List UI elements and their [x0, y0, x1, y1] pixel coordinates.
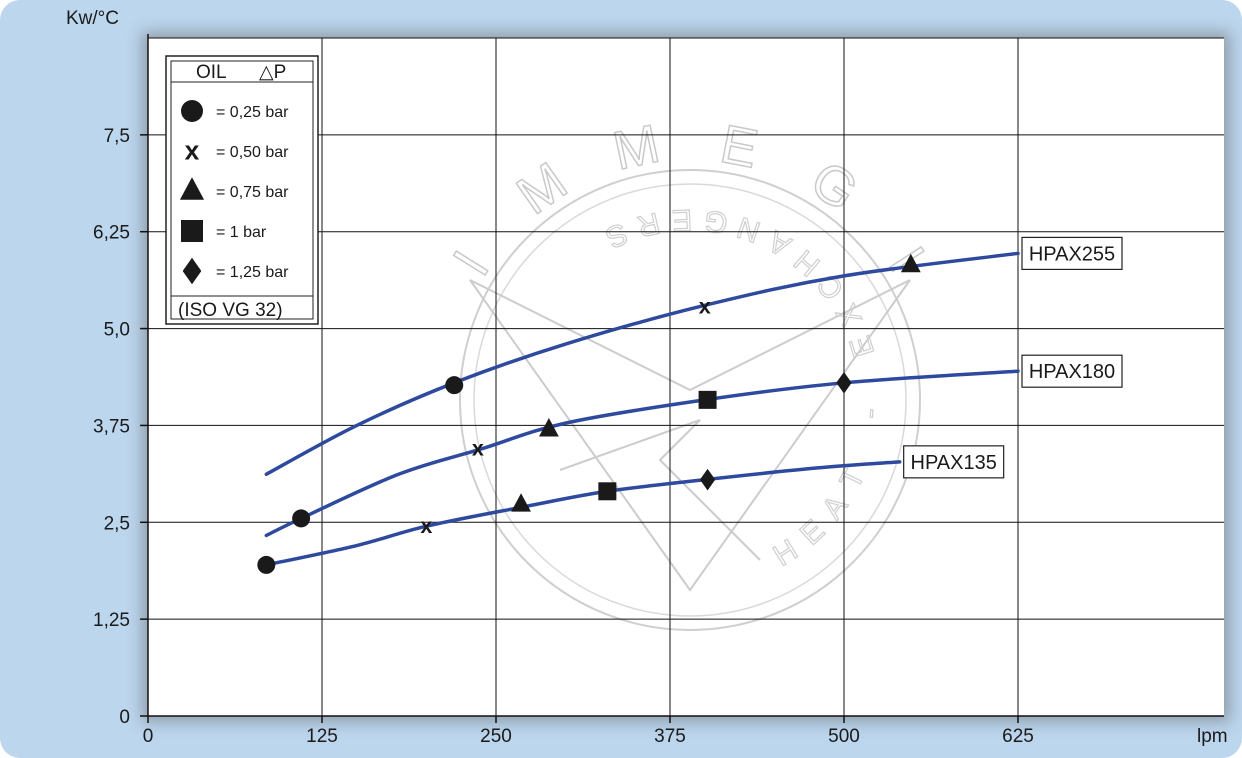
watermark-subtitle-letter: H	[768, 533, 804, 572]
series-label-box-hpax180	[1021, 354, 1123, 388]
data-point-hpax255-triangle	[900, 253, 921, 273]
x-tick-label: 625	[1002, 726, 1034, 747]
series-label-hpax255: HPAX255	[1029, 243, 1115, 265]
legend-entries: = 0,25 bar x = 0,50 bar = 0,75 bar = 1 bar = …	[179, 100, 289, 285]
watermark-subtitle-letter: N	[733, 210, 764, 248]
watermark-subtitle-letter: C	[811, 268, 850, 306]
watermark-arrow	[559, 419, 761, 561]
series-line-hpax255	[264, 251, 1020, 476]
data-point-hpax180-triangle	[538, 418, 559, 437]
watermark-subtitle-letter: G	[702, 203, 730, 239]
legend-marker-x: x	[185, 135, 200, 165]
axes	[140, 34, 1224, 723]
watermark-brand-letter: E	[716, 114, 763, 180]
data-point-hpax255-x: x	[699, 294, 711, 319]
watermark-chevron	[469, 279, 911, 592]
series-label-hpax180: HPAX180	[1029, 361, 1115, 383]
y-tick-labels: 0 1,25 2,5 3,75 5,0 6,25 7,5	[93, 126, 130, 728]
data-point-hpax135-triangle	[511, 493, 531, 512]
watermark-brand-letter: I	[442, 241, 501, 286]
watermark-subtitle-letter: -	[853, 407, 887, 419]
legend-marker-circle	[181, 100, 203, 122]
series-line-hpax135	[264, 460, 902, 567]
legend-entry-label: = 0,25 bar	[216, 104, 289, 121]
y-tick-label: 3,75	[93, 416, 130, 437]
x-tick-label: 0	[143, 726, 154, 747]
x-tick-label: 250	[480, 726, 512, 747]
y-tick-label: 2,5	[104, 513, 130, 534]
series-markers: x x x	[257, 253, 921, 574]
watermark-subtitle-letter: H	[788, 243, 826, 282]
y-tick-label: 0	[119, 707, 130, 728]
y-tick-label: 7,5	[104, 126, 130, 147]
legend-inner-box	[170, 60, 314, 320]
data-point-hpax135-x: x	[420, 513, 432, 538]
x-tick-label: 375	[654, 726, 686, 747]
legend-header-delta-p: △P	[259, 62, 286, 83]
data-point-hpax180-circle	[292, 509, 311, 528]
legend-entry-label: = 1 bar	[216, 224, 267, 241]
legend-marker-triangle	[179, 177, 205, 200]
x-tick-label: 500	[828, 726, 860, 747]
legend-entry-label: = 0,75 bar	[216, 184, 289, 201]
y-tick-label: 1,25	[93, 610, 130, 631]
watermark-brand-letter: M	[608, 114, 664, 182]
data-point-hpax180-diamond	[836, 372, 852, 394]
watermark-subtitle-letter: E	[794, 514, 831, 552]
watermark-brand-letter: M	[506, 151, 577, 226]
watermark-subtitle-letter: A	[816, 490, 854, 526]
series-label-box-hpax255	[1021, 236, 1123, 271]
x-tick-labels: 0 125 250 375 500 625	[143, 726, 1034, 747]
watermark-circle	[459, 169, 921, 631]
series-label-hpax135: HPAX135	[911, 452, 997, 474]
legend-entry-label: = 1,25 bar	[216, 264, 289, 281]
watermark-subtitle-letter: E	[844, 332, 881, 361]
watermark-subtitle-letter: E	[671, 203, 692, 237]
legend-footer: (ISO VG 32)	[178, 300, 283, 321]
legend-marker-square	[181, 220, 203, 242]
watermark-inner-circle	[473, 183, 907, 617]
data-point-hpax180-x: x	[472, 435, 484, 460]
series-label-box-hpax135	[903, 445, 1005, 479]
legend-marker-diamond	[182, 257, 202, 285]
watermark-brand-letter: I	[877, 237, 935, 282]
watermark-subtitle-letter: A	[763, 224, 797, 263]
y-tick-label: 6,25	[93, 223, 130, 244]
legend-entry-label: = 0,50 bar	[216, 144, 289, 161]
data-point-hpax135-circle	[257, 555, 276, 574]
data-point-hpax135-square	[598, 482, 617, 501]
data-point-hpax180-square	[698, 390, 717, 409]
x-tick-label: 125	[306, 726, 338, 747]
legend-header-oil: OIL	[196, 62, 227, 83]
legend: OIL △P (ISO VG 32) = 0,25 bar x = 0,50 bar…	[165, 55, 319, 325]
y-axis-unit: Kw/°C	[66, 8, 119, 29]
watermark-brand-letter: G	[800, 149, 868, 222]
y-tick-label: 5,0	[104, 320, 130, 341]
watermark-subtitle-letter: R	[634, 206, 663, 243]
data-point-hpax255-circle	[445, 376, 464, 395]
x-axis-unit: lpm	[1197, 726, 1228, 747]
series-labels: HPAX255 HPAX180 HPAX135	[903, 236, 1123, 479]
data-point-hpax135-diamond	[699, 468, 716, 491]
watermark-subtitle-letter: S	[601, 216, 633, 254]
